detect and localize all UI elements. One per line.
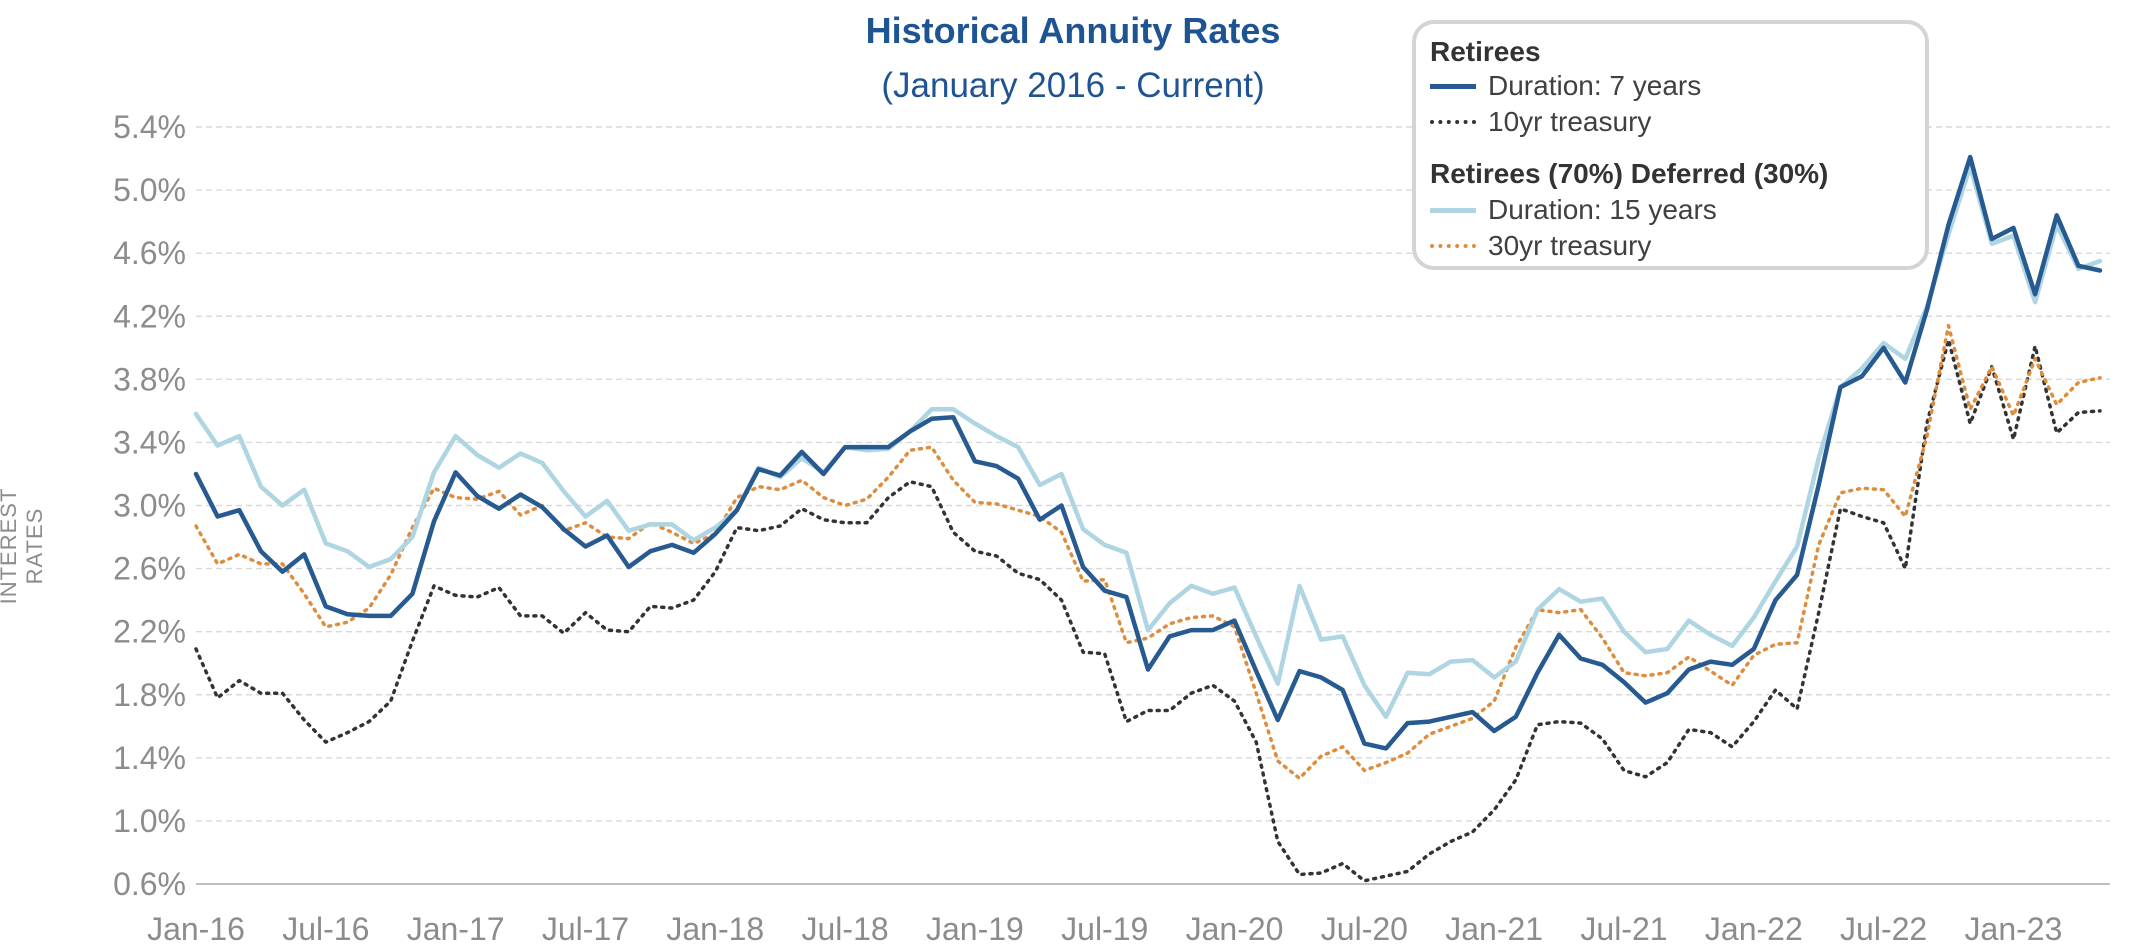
legend-item-duration-15: Duration: 15 years: [1430, 194, 1717, 226]
chart-title: Historical Annuity Rates: [865, 10, 1281, 51]
x-tick-label: Jan-19: [926, 911, 1024, 946]
x-tick-label: Jan-18: [666, 911, 764, 946]
y-tick-label: 0.6%: [113, 866, 186, 902]
legend-swatch-10yr-treasury: [1430, 120, 1476, 124]
y-tick-label: 2.2%: [113, 614, 186, 650]
x-tick-label: Jul-19: [1061, 911, 1148, 946]
series-line-30yr-treasury: [194, 323, 2102, 781]
legend-label-duration-7: Duration: 7 years: [1488, 70, 1702, 101]
y-tick-label: 1.8%: [113, 677, 186, 713]
series-line-duration-15-years: [193, 164, 2103, 720]
y-tick-label: 1.0%: [113, 803, 186, 839]
y-tick-label: 4.6%: [113, 235, 186, 271]
legend-group-retirees: Retirees: [1430, 36, 1541, 67]
y-tick-label: 3.0%: [113, 488, 186, 524]
series-line-duration-7-years: [193, 154, 2103, 751]
y-tick-label: 1.4%: [113, 740, 186, 776]
y-tick-label: 3.8%: [113, 361, 186, 397]
x-tick-label: Jul-22: [1840, 911, 1927, 946]
x-tick-label: Jul-17: [542, 911, 629, 946]
x-tick-label: Jan-17: [407, 911, 505, 946]
legend-swatch-30yr-treasury: [1430, 244, 1476, 248]
x-tick-label: Jan-16: [147, 911, 245, 946]
x-tick-label: Jul-21: [1580, 911, 1667, 946]
y-tick-label: 2.6%: [113, 551, 186, 587]
legend-item-duration-7: Duration: 7 years: [1430, 70, 1701, 102]
legend-swatch-duration-7: [1430, 83, 1476, 89]
x-tick-label: Jan-20: [1186, 911, 1284, 946]
x-tick-label: Jan-23: [1965, 911, 2063, 946]
legend-group-blend: Retirees (70%) Deferred (30%): [1430, 158, 1829, 189]
y-tick-label: 4.2%: [113, 298, 186, 334]
x-tick-label: Jan-22: [1705, 911, 1803, 946]
x-tick-label: Jul-18: [802, 911, 889, 946]
y-tick-label: 5.4%: [113, 109, 186, 145]
x-tick-label: Jul-16: [282, 911, 369, 946]
legend: Retirees Duration: 7 years 10yr treasury…: [1412, 20, 1929, 270]
x-tick-label: Jul-20: [1321, 911, 1408, 946]
legend-label-10yr-treasury: 10yr treasury: [1488, 106, 1652, 137]
series-line-10yr-treasury: [194, 338, 2102, 883]
y-tick-label: 5.0%: [113, 172, 186, 208]
legend-swatch-duration-15: [1430, 207, 1476, 213]
y-axis-label: INTEREST RATES: [0, 487, 47, 605]
chart-subtitle: (January 2016 - Current): [881, 66, 1265, 105]
legend-item-30yr-treasury: 30yr treasury: [1430, 230, 1651, 262]
legend-item-10yr-treasury: 10yr treasury: [1430, 106, 1651, 138]
legend-label-duration-15: Duration: 15 years: [1488, 194, 1717, 225]
x-tick-label: Jan-21: [1445, 911, 1543, 946]
legend-label-30yr-treasury: 30yr treasury: [1488, 230, 1652, 261]
y-tick-label: 3.4%: [113, 424, 186, 460]
